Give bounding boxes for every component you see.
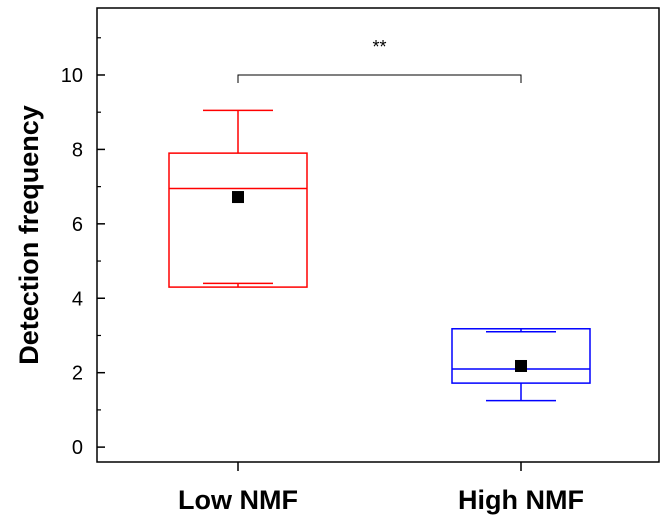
mean-marker: [515, 359, 527, 372]
y-axis-title: Detection frequency: [14, 105, 44, 365]
mean-marker: [232, 191, 244, 204]
y-axis: 0 2 4 6 8 10: [61, 37, 105, 459]
significance-layer: **: [237, 37, 522, 83]
y-tick-label: 10: [61, 65, 83, 87]
significance-label: **: [372, 37, 386, 57]
box-group: [451, 328, 591, 402]
boxes-layer: [168, 109, 591, 402]
x-axis: Low NMF High NMF: [178, 462, 584, 515]
y-tick-label: 4: [72, 288, 83, 310]
box-group: [168, 109, 308, 288]
box-iqr: [168, 152, 308, 288]
x-category-label: High NMF: [458, 485, 584, 515]
plot-frame: [96, 7, 660, 463]
y-tick-label: 8: [72, 139, 83, 161]
y-tick-label: 6: [72, 214, 83, 236]
y-tick-label: 0: [72, 437, 83, 459]
x-category-label: Low NMF: [178, 485, 298, 515]
y-tick-label: 2: [72, 363, 83, 385]
significance-bracket: [237, 74, 522, 83]
box-iqr: [451, 328, 591, 384]
